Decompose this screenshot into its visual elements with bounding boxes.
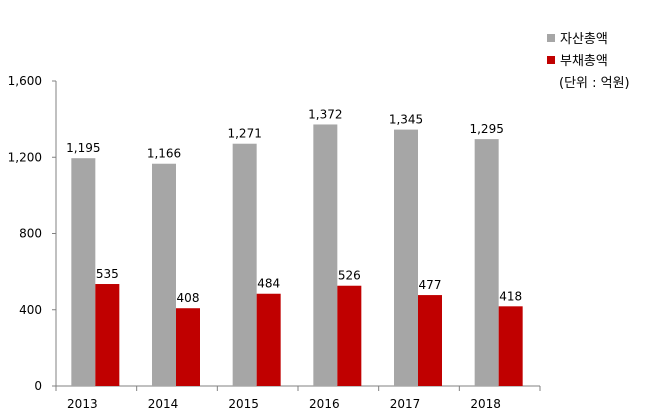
legend-swatch [547, 34, 555, 42]
bar-liabilities [337, 285, 362, 386]
data-label: 408 [177, 291, 200, 305]
bar-liabilities [95, 284, 120, 386]
x-tick-label: 2017 [390, 397, 421, 411]
data-label: 1,166 [147, 147, 181, 161]
y-tick-label: 0 [34, 379, 42, 393]
data-label: 1,372 [308, 107, 342, 121]
bar-liabilities [498, 306, 523, 386]
y-tick-label: 400 [19, 303, 42, 317]
bars [71, 124, 523, 387]
bar-assets [474, 139, 499, 386]
data-label: 477 [419, 278, 442, 292]
bar-liabilities [256, 293, 281, 386]
bar-assets [232, 143, 257, 386]
data-label: 526 [338, 269, 361, 283]
unit-note: (단위 : 억원) [559, 76, 630, 91]
bar-assets [71, 158, 96, 386]
legend-swatch [547, 56, 555, 64]
bar-assets [313, 124, 338, 387]
y-tick-label: 1,600 [8, 74, 42, 88]
axes: 0 400 800 1,200 1,600 2013 2014 2015 2016 2017 201… [8, 74, 541, 411]
y-tick-label: 800 [19, 227, 42, 241]
bar-assets [152, 163, 176, 386]
x-tick-label: 2015 [228, 397, 259, 411]
data-label: 1,345 [389, 113, 423, 127]
data-label: 535 [96, 267, 119, 281]
data-labels: 1,195 1,166 1,271 1,372 1,345 1,295 535 408 484 5… [66, 107, 522, 305]
data-label: 1,195 [66, 141, 100, 155]
x-tick-label: 2014 [148, 397, 179, 411]
y-tick-label: 1,200 [8, 150, 42, 164]
x-tick-label: 2018 [470, 397, 501, 411]
bar-assets [394, 129, 418, 386]
data-label: 484 [257, 277, 280, 291]
bar-liabilities [176, 308, 200, 386]
data-label: 418 [499, 289, 522, 303]
x-tick-label: 2013 [67, 397, 98, 411]
bar-liabilities [418, 295, 442, 386]
data-label: 1,295 [469, 122, 503, 136]
x-tick-label: 2016 [309, 397, 340, 411]
data-label: 1,271 [227, 127, 261, 141]
legend-label: 부채총액 [560, 54, 608, 69]
legend-label: 자산총액 [560, 32, 608, 47]
